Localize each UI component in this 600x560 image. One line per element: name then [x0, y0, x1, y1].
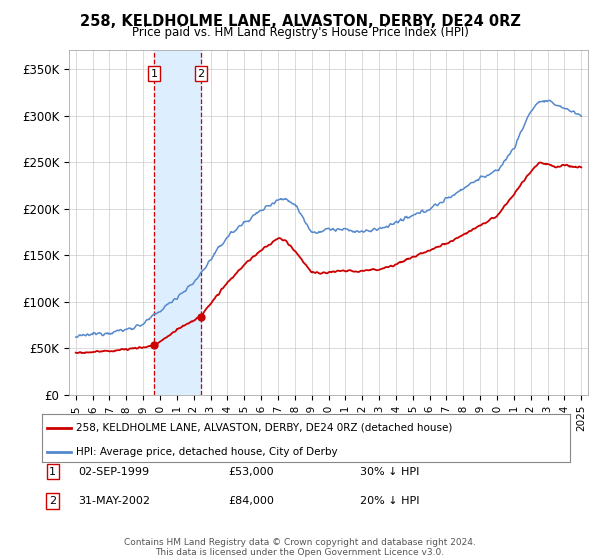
- Text: HPI: Average price, detached house, City of Derby: HPI: Average price, detached house, City…: [76, 446, 338, 456]
- Text: 258, KELDHOLME LANE, ALVASTON, DERBY, DE24 0RZ (detached house): 258, KELDHOLME LANE, ALVASTON, DERBY, DE…: [76, 423, 452, 433]
- Text: Contains HM Land Registry data © Crown copyright and database right 2024.
This d: Contains HM Land Registry data © Crown c…: [124, 538, 476, 557]
- Text: 30% ↓ HPI: 30% ↓ HPI: [360, 466, 419, 477]
- Text: 20% ↓ HPI: 20% ↓ HPI: [360, 496, 419, 506]
- Text: 31-MAY-2002: 31-MAY-2002: [78, 496, 150, 506]
- Text: £53,000: £53,000: [228, 466, 274, 477]
- Text: 02-SEP-1999: 02-SEP-1999: [78, 466, 149, 477]
- Text: 1: 1: [151, 69, 158, 78]
- Text: 1: 1: [49, 466, 56, 477]
- Text: 2: 2: [49, 496, 56, 506]
- Text: 2: 2: [197, 69, 205, 78]
- Text: 258, KELDHOLME LANE, ALVASTON, DERBY, DE24 0RZ: 258, KELDHOLME LANE, ALVASTON, DERBY, DE…: [80, 14, 520, 29]
- Text: Price paid vs. HM Land Registry's House Price Index (HPI): Price paid vs. HM Land Registry's House …: [131, 26, 469, 39]
- Text: £84,000: £84,000: [228, 496, 274, 506]
- Bar: [154, 50, 201, 395]
